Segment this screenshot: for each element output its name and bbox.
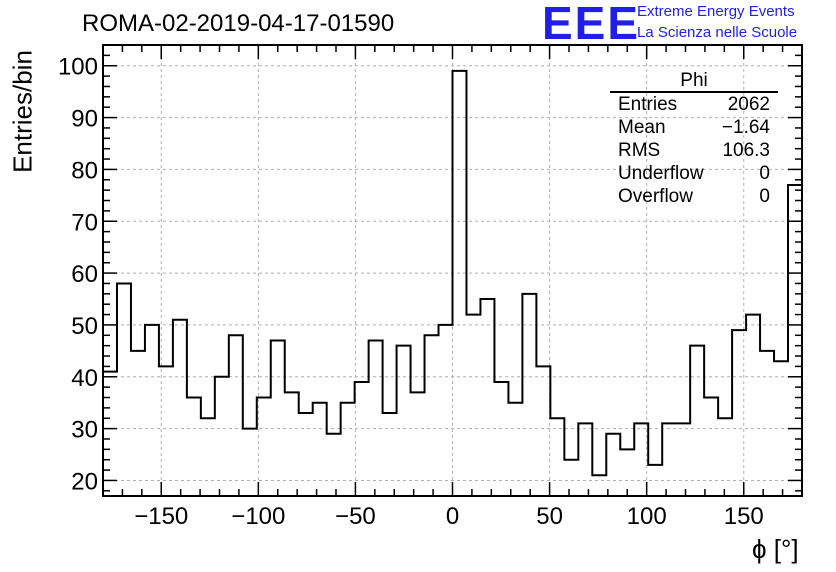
- x-tick-label: −150: [134, 503, 188, 530]
- y-tick-label: 80: [71, 157, 98, 184]
- plot-frame: [102, 44, 803, 497]
- y-tick-label: 90: [71, 106, 98, 133]
- stats-value: 0: [759, 163, 770, 184]
- eee-logo: EEE: [542, 0, 641, 49]
- stats-title: Phi: [610, 70, 778, 93]
- stats-row-underflow: Underflow 0: [610, 162, 778, 185]
- x-tick-label: 50: [536, 503, 563, 530]
- stats-value: −1.64: [721, 117, 770, 138]
- stats-row-entries: Entries 2062: [610, 93, 778, 116]
- stats-value: 2062: [727, 94, 770, 115]
- y-tick-label: 20: [71, 468, 98, 495]
- tick-labels: −150 −100 −50 0 50 100 150 20 30 40 50 60 70 80 90 100: [58, 54, 764, 530]
- y-tick-label: 70: [71, 209, 98, 236]
- y-tick-label: 40: [71, 365, 98, 392]
- stats-label: Overflow: [618, 186, 693, 207]
- stats-row-rms: RMS 106.3: [610, 139, 778, 162]
- stats-label: Entries: [618, 94, 678, 115]
- stats-value: 106.3: [722, 140, 770, 161]
- y-tick-label: 30: [71, 417, 98, 444]
- stats-label: Underflow: [618, 163, 704, 184]
- x-tick-label: 100: [627, 503, 667, 530]
- x-tick-label: 0: [446, 503, 459, 530]
- stats-value: 0: [759, 186, 770, 207]
- logo-line-1: Extreme Energy Events: [637, 3, 795, 20]
- x-axis-label: ϕ [°]: [752, 534, 799, 564]
- y-tick-label: 50: [71, 313, 98, 340]
- stats-label: Mean: [618, 117, 666, 138]
- logo-line-2: La Scienza nelle Scuole: [637, 24, 798, 41]
- stats-label: RMS: [618, 140, 661, 161]
- histogram-step-line: [103, 69, 802, 477]
- axis-ticks: [102, 44, 803, 496]
- y-axis-label: Entries/bin: [7, 50, 38, 173]
- x-tick-label: −50: [335, 503, 376, 530]
- chart-title: ROMA-02-2019-04-17-01590: [82, 10, 395, 37]
- y-tick-label: 100: [58, 54, 98, 81]
- stats-box: Phi Entries 2062 Mean −1.64 RMS 106.3 Un…: [610, 70, 778, 208]
- stats-row-overflow: Overflow 0: [610, 185, 778, 208]
- x-tick-label: 150: [724, 503, 764, 530]
- y-tick-label: 60: [71, 261, 98, 288]
- stats-row-mean: Mean −1.64: [610, 116, 778, 139]
- x-tick-label: −100: [231, 503, 285, 530]
